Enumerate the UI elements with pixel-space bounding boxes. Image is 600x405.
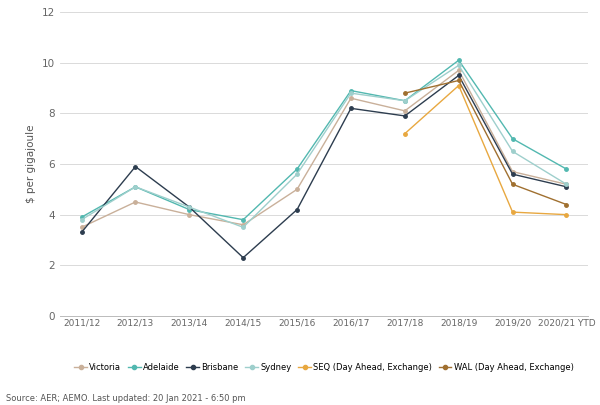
Legend: Victoria, Adelaide, Brisbane, Sydney, SEQ (Day Ahead, Exchange), WAL (Day Ahead,: Victoria, Adelaide, Brisbane, Sydney, SE… <box>71 360 577 375</box>
Line: Brisbane: Brisbane <box>80 74 568 260</box>
Adelaide <box>78 215 85 220</box>
SEQ (Day Ahead, Exchange) <box>455 83 462 88</box>
Line: SEQ (Day Ahead, Exchange): SEQ (Day Ahead, Exchange) <box>403 84 568 216</box>
WAL (Day Ahead, Exchange) <box>563 202 570 207</box>
Sydney <box>401 98 409 103</box>
Victoria <box>347 96 355 100</box>
Victoria <box>455 68 462 73</box>
Adelaide <box>347 88 355 93</box>
Brisbane <box>401 113 409 118</box>
Adelaide <box>132 184 139 189</box>
Victoria <box>239 222 247 227</box>
Victoria <box>186 212 193 217</box>
SEQ (Day Ahead, Exchange) <box>401 131 409 136</box>
Sydney <box>78 217 85 222</box>
Adelaide <box>563 167 570 172</box>
Sydney <box>347 91 355 96</box>
WAL (Day Ahead, Exchange) <box>455 78 462 83</box>
Brisbane <box>132 164 139 169</box>
Brisbane <box>78 230 85 235</box>
Victoria <box>78 225 85 230</box>
Sydney <box>239 225 247 230</box>
Brisbane <box>455 73 462 78</box>
Sydney <box>132 184 139 189</box>
Brisbane <box>186 205 193 209</box>
Text: Source: AER; AEMO. Last updated: 20 Jan 2021 - 6:50 pm: Source: AER; AEMO. Last updated: 20 Jan … <box>6 394 245 403</box>
Adelaide <box>509 136 516 141</box>
Victoria <box>563 182 570 187</box>
Victoria <box>401 109 409 113</box>
Brisbane <box>563 184 570 189</box>
Sydney <box>293 172 301 177</box>
Brisbane <box>239 255 247 260</box>
Victoria <box>132 200 139 205</box>
Victoria <box>509 169 516 174</box>
WAL (Day Ahead, Exchange) <box>509 182 516 187</box>
Line: Victoria: Victoria <box>80 68 568 229</box>
Victoria <box>293 187 301 192</box>
SEQ (Day Ahead, Exchange) <box>563 212 570 217</box>
Adelaide <box>401 98 409 103</box>
Sydney <box>455 63 462 68</box>
Line: Adelaide: Adelaide <box>80 58 568 222</box>
Adelaide <box>186 207 193 212</box>
Sydney <box>563 182 570 187</box>
Y-axis label: $ per gigajoule: $ per gigajoule <box>26 125 37 203</box>
Adelaide <box>239 217 247 222</box>
Adelaide <box>293 167 301 172</box>
Brisbane <box>293 207 301 212</box>
Sydney <box>509 149 516 154</box>
Brisbane <box>347 106 355 111</box>
Line: Sydney: Sydney <box>80 64 568 229</box>
Brisbane <box>509 172 516 177</box>
Adelaide <box>455 58 462 63</box>
SEQ (Day Ahead, Exchange) <box>509 210 516 215</box>
Line: WAL (Day Ahead, Exchange): WAL (Day Ahead, Exchange) <box>403 79 568 206</box>
WAL (Day Ahead, Exchange) <box>401 91 409 96</box>
Sydney <box>186 205 193 209</box>
